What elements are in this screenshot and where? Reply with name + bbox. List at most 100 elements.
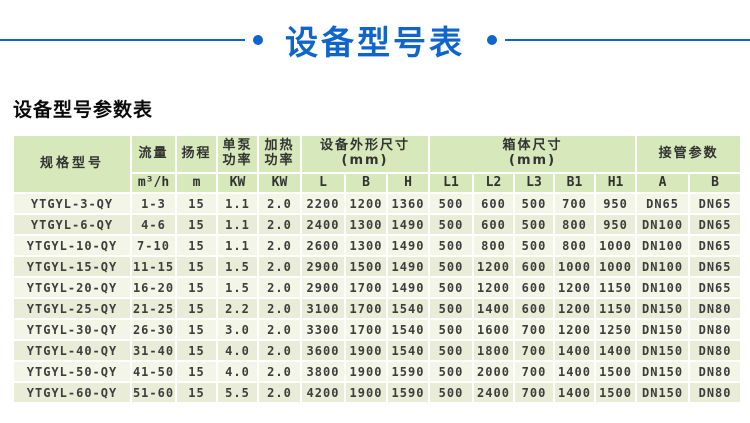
value-cell: 3800 <box>300 360 346 383</box>
value-cell: 700 <box>513 339 555 362</box>
value-cell: 500 <box>428 318 474 341</box>
value-cell: DN100 <box>635 276 691 299</box>
value-cell: 1900 <box>344 381 388 404</box>
model-cell: YTGYL-3-QY <box>12 192 132 215</box>
value-cell: 800 <box>553 213 596 236</box>
value-cell: DN65 <box>635 192 691 215</box>
value-cell: 4-6 <box>130 213 177 236</box>
value-cell: 500 <box>428 213 474 236</box>
value-cell: 1400 <box>553 381 596 404</box>
value-cell: 2400 <box>472 381 515 404</box>
value-cell: 15 <box>175 234 218 257</box>
banner: 设备型号表 <box>0 0 750 80</box>
value-cell: 3100 <box>300 297 346 320</box>
value-cell: 1200 <box>553 276 596 299</box>
value-cell: DN150 <box>635 297 691 320</box>
group-header-pipe-params: 接管参数 <box>635 134 743 174</box>
value-cell: 1200 <box>553 318 596 341</box>
sub-header-L2: L2 <box>472 172 515 194</box>
value-cell: DN65 <box>688 192 743 215</box>
value-cell: DN100 <box>635 234 691 257</box>
value-cell: 1300 <box>344 234 388 257</box>
table-row: YTGYL-10-QY 7-10 15 1.1 2.0 2600 1300 1490 500 80… <box>12 234 743 257</box>
value-cell: 1400 <box>553 360 596 383</box>
value-cell: 16-20 <box>130 276 177 299</box>
value-cell: 3.0 <box>216 318 259 341</box>
table-row: YTGYL-6-QY 4-6 15 1.1 2.0 2400 1300 1490 500 600 5… <box>12 213 743 236</box>
value-cell: 31-40 <box>130 339 177 362</box>
value-cell: 2.0 <box>257 297 302 320</box>
sub-header-L: L <box>300 172 346 194</box>
unit-heat-power: KW <box>257 172 302 194</box>
value-cell: 2900 <box>300 255 346 278</box>
value-cell: 1.1 <box>216 192 259 215</box>
value-cell: 700 <box>513 360 555 383</box>
col-header-flow: 流量 <box>130 134 177 174</box>
value-cell: 500 <box>513 234 555 257</box>
value-cell: 1000 <box>553 255 596 278</box>
value-cell: 15 <box>175 213 218 236</box>
value-cell: 2.0 <box>257 192 302 215</box>
value-cell: 2600 <box>300 234 346 257</box>
value-cell: 2.0 <box>257 234 302 257</box>
value-cell: 1700 <box>344 297 388 320</box>
value-cell: 1400 <box>593 339 638 362</box>
value-cell: 500 <box>428 297 474 320</box>
value-cell: 1590 <box>386 360 430 383</box>
value-cell: 1150 <box>593 297 638 320</box>
value-cell: 15 <box>175 360 218 383</box>
model-cell: YTGYL-10-QY <box>12 234 132 257</box>
banner-divider-right <box>505 39 750 41</box>
value-cell: DN80 <box>688 297 743 320</box>
table-row: YTGYL-20-QY 16-20 15 1.5 2.0 2900 1700 1490 500 1… <box>12 276 743 299</box>
model-cell: YTGYL-60-QY <box>12 381 132 404</box>
value-cell: 700 <box>513 381 555 404</box>
value-cell: 800 <box>472 234 515 257</box>
value-cell: 1900 <box>344 339 388 362</box>
value-cell: 1.1 <box>216 213 259 236</box>
value-cell: 1490 <box>386 213 430 236</box>
value-cell: 1200 <box>472 276 515 299</box>
value-cell: DN150 <box>635 339 691 362</box>
value-cell: 2.0 <box>257 360 302 383</box>
value-cell: DN150 <box>635 360 691 383</box>
value-cell: 1500 <box>593 381 638 404</box>
spec-table: 规格型号 流量 扬程 单泵 功率 加热 功率 设备外形尺寸 (mm) 箱体尺寸 … <box>12 134 743 404</box>
model-cell: YTGYL-20-QY <box>12 276 132 299</box>
value-cell: 1540 <box>386 297 430 320</box>
value-cell: 500 <box>428 276 474 299</box>
value-cell: 4.0 <box>216 339 259 362</box>
value-cell: 5.5 <box>216 381 259 404</box>
value-cell: 500 <box>513 213 555 236</box>
value-cell: 1000 <box>593 234 638 257</box>
value-cell: 1400 <box>553 339 596 362</box>
col-header-pump-power: 单泵 功率 <box>216 134 259 174</box>
value-cell: 51-60 <box>130 381 177 404</box>
page-title: 设备型号表 <box>285 23 465 62</box>
value-cell: 1300 <box>344 213 388 236</box>
value-cell: 1400 <box>472 297 515 320</box>
value-cell: 15 <box>175 276 218 299</box>
value-cell: 15 <box>175 297 218 320</box>
value-cell: 1500 <box>344 255 388 278</box>
value-cell: 1200 <box>553 297 596 320</box>
value-cell: 15 <box>175 339 218 362</box>
value-cell: 700 <box>513 318 555 341</box>
value-cell: DN80 <box>688 381 743 404</box>
value-cell: 1150 <box>593 276 638 299</box>
value-cell: DN80 <box>688 360 743 383</box>
col-header-heat-power: 加热 功率 <box>257 134 302 174</box>
sub-header-H: H <box>386 172 430 194</box>
value-cell: 500 <box>513 192 555 215</box>
value-cell: 2.0 <box>257 276 302 299</box>
header-row-top: 规格型号 流量 扬程 单泵 功率 加热 功率 设备外形尺寸 (mm) 箱体尺寸 … <box>12 134 743 194</box>
unit-head: m <box>175 172 218 194</box>
value-cell: 600 <box>472 192 515 215</box>
value-cell: 1490 <box>386 276 430 299</box>
table-row: YTGYL-30-QY 26-30 15 3.0 2.0 3300 1700 1540 500 1… <box>12 318 743 341</box>
value-cell: 1250 <box>593 318 638 341</box>
value-cell: 2900 <box>300 276 346 299</box>
table-body: YTGYL-3-QY 1-3 15 1.1 2.0 2200 1200 1360 500 600 5… <box>12 192 743 404</box>
value-cell: 2.0 <box>257 255 302 278</box>
value-cell: 2.0 <box>257 339 302 362</box>
